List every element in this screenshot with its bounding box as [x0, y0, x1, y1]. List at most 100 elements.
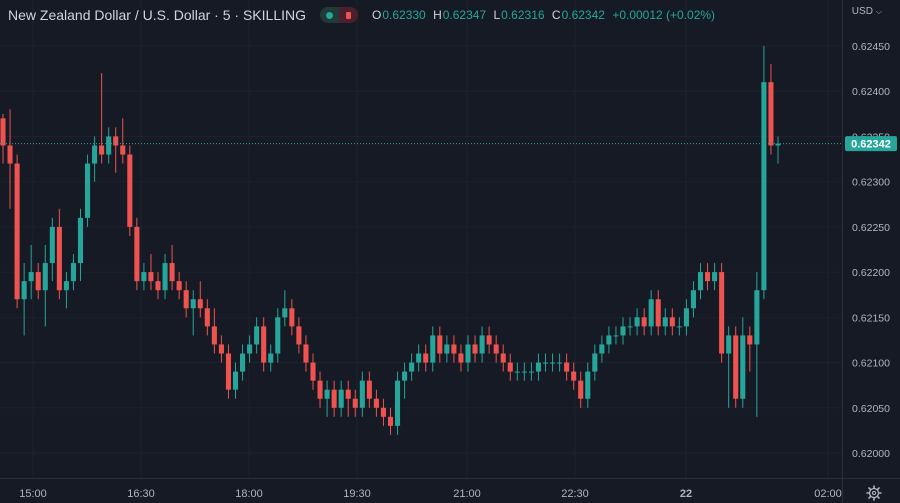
candle-body	[289, 308, 295, 327]
candle	[620, 317, 626, 345]
candle-body	[444, 344, 450, 354]
candle	[345, 380, 351, 417]
grid-lines	[0, 0, 842, 478]
candle	[528, 362, 534, 381]
candle-body	[92, 145, 98, 164]
candle-body	[303, 344, 309, 363]
price-tick-label: 0.62400	[852, 86, 890, 98]
candle	[261, 317, 267, 372]
candle-body	[127, 154, 133, 227]
candle-body	[70, 263, 76, 282]
candle	[289, 299, 295, 336]
time-tick-label: 22	[680, 488, 692, 500]
candle	[42, 244, 48, 327]
candle	[690, 281, 696, 318]
time-tick-label: 15:00	[19, 488, 47, 500]
candle	[606, 326, 612, 354]
candle-body	[211, 326, 217, 345]
candle	[120, 118, 126, 164]
candle-body	[592, 353, 598, 372]
price-tick-label: 0.62100	[852, 358, 890, 370]
candle	[733, 326, 739, 408]
price-axis[interactable]: 0.624500.624000.623500.623000.622500.622…	[842, 0, 891, 503]
candle-body	[0, 118, 6, 146]
candle-body	[21, 281, 27, 300]
candle-body	[77, 217, 84, 264]
candle-body	[345, 389, 351, 399]
candle	[338, 380, 344, 417]
candle-body	[641, 317, 647, 327]
candle	[183, 281, 189, 318]
chevron-down-icon: ⌵	[875, 6, 882, 16]
candle-body	[268, 353, 274, 363]
candle	[99, 73, 105, 164]
candle	[761, 46, 767, 300]
candle	[430, 326, 436, 372]
candle	[768, 64, 774, 155]
time-tick-label: 18:00	[235, 488, 263, 500]
candle-body	[338, 389, 344, 408]
candle	[317, 371, 323, 408]
candle	[225, 344, 231, 399]
candle	[232, 362, 239, 399]
candle-body	[451, 344, 457, 354]
candle-body	[148, 272, 154, 282]
candle	[211, 308, 217, 354]
candle-body	[28, 272, 34, 282]
candle	[197, 281, 203, 318]
candles	[0, 46, 781, 435]
candle-body	[430, 335, 436, 363]
candle-body	[535, 362, 541, 372]
symbol-title[interactable]: New Zealand Dollar / U.S. Dollar · 5 · S…	[8, 7, 306, 23]
candle-body	[761, 82, 767, 291]
candle-body	[493, 344, 499, 354]
candle	[169, 244, 175, 291]
candle-body	[162, 263, 168, 291]
candle	[49, 217, 55, 282]
candle	[162, 254, 168, 300]
candle-body	[472, 344, 478, 354]
price-tick-label: 0.62000	[852, 448, 890, 460]
candle-body	[254, 326, 260, 345]
candle-body	[627, 326, 633, 328]
candle	[0, 113, 6, 164]
candle-body	[437, 335, 443, 354]
candle	[190, 290, 196, 336]
candle	[726, 326, 732, 408]
candle	[550, 353, 556, 372]
svg-text:0.62342: 0.62342	[851, 139, 891, 151]
candle-body	[719, 272, 725, 354]
candle-body	[247, 344, 253, 354]
candle-body	[775, 143, 781, 146]
candle-body	[134, 226, 140, 282]
candle-body	[557, 362, 563, 364]
candle	[451, 335, 457, 363]
candle-body	[296, 326, 302, 345]
candle	[437, 326, 443, 363]
candle-body	[7, 145, 13, 164]
market-status-toggle[interactable]	[320, 7, 358, 23]
gear-icon[interactable]	[866, 485, 882, 501]
candle-body	[423, 353, 429, 363]
candle	[56, 208, 62, 300]
candle-body	[726, 335, 732, 354]
candle	[613, 326, 619, 345]
candle-body	[712, 272, 718, 282]
currency-selector[interactable]: USD ⌵	[852, 6, 882, 17]
candle	[395, 371, 401, 435]
candle-body	[458, 353, 464, 363]
candle-body	[155, 281, 161, 291]
candle-body	[662, 317, 668, 327]
candle	[662, 308, 668, 336]
candle-body	[352, 398, 358, 408]
candle-body	[99, 145, 105, 155]
candle-body	[402, 371, 408, 381]
candle-body	[613, 335, 619, 337]
candle-body	[585, 371, 591, 399]
time-axis[interactable]: 15:00 16:30 18:00 19:30 21:00 22:30 22 02:00	[0, 478, 900, 501]
candle-body	[395, 380, 401, 426]
candle	[599, 335, 605, 363]
candle-body	[578, 380, 584, 399]
candle-body	[261, 326, 267, 363]
